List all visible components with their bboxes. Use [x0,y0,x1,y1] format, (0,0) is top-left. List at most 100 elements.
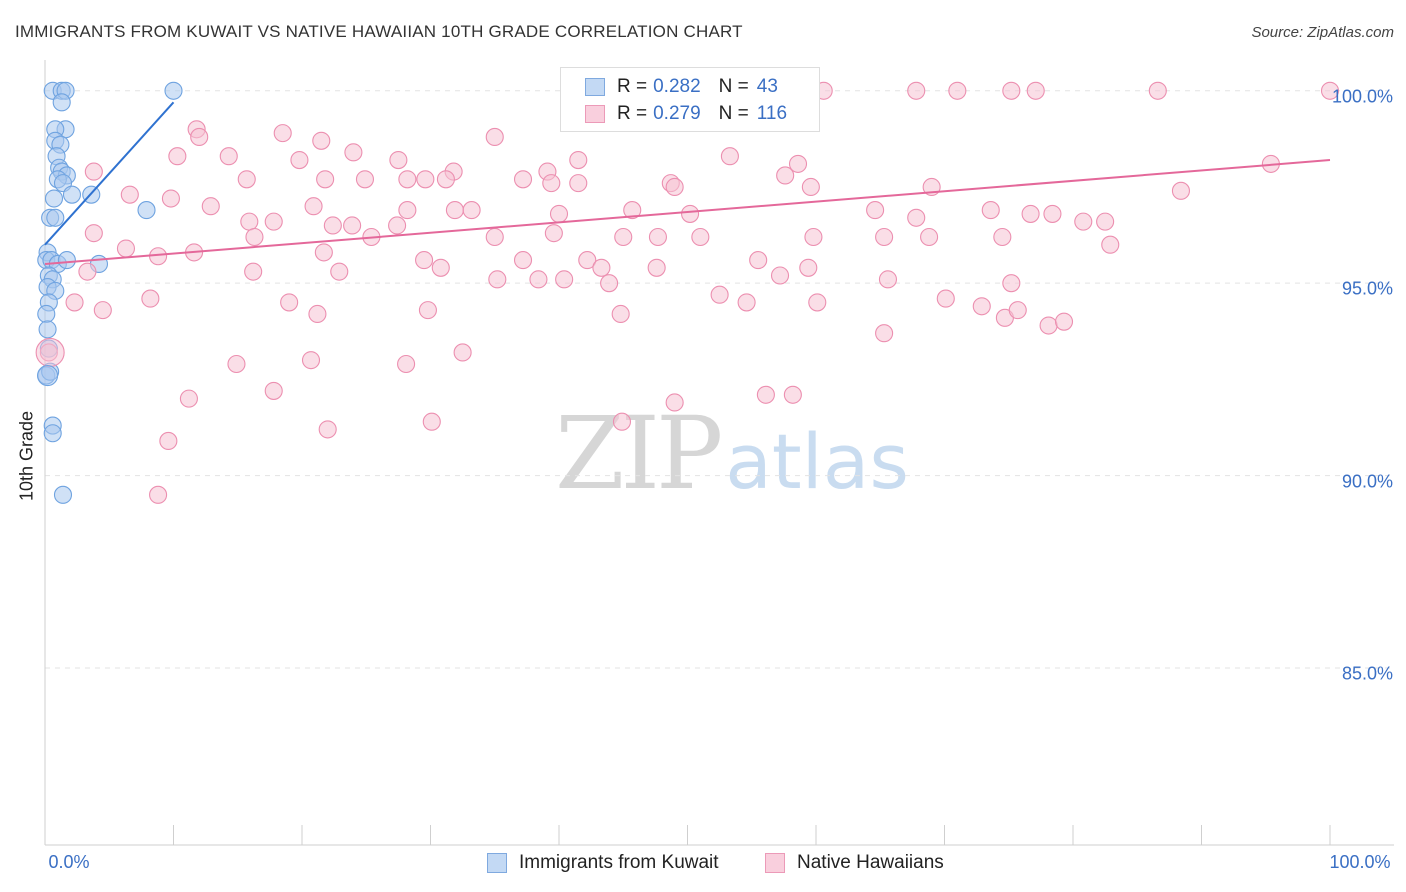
hawaiian-point [1039,316,1058,335]
hawaiian-point [488,270,507,289]
hawaiian-point [431,258,450,277]
hawaiian-point [612,412,632,431]
hawaiian-point [355,170,375,189]
stats-r-value: 0.279 [653,103,701,124]
hawaiian-point [756,385,775,404]
hawaiian-point [1002,81,1021,100]
hawaiian-point [237,170,256,189]
kuwait-point [57,251,76,270]
hawaiian-point [972,297,991,316]
hawaiian-point [201,197,220,216]
kuwait-point [46,208,65,227]
hawaiian-point [936,289,955,308]
hawaiian-point [462,201,481,220]
legend: Immigrants from Kuwait Native Hawaiians [0,852,1406,878]
hawaiian-point [149,485,168,504]
hawaiian-point [389,150,408,170]
kuwait-point [38,320,57,339]
hawaiian-point [1054,312,1074,331]
y-tick-label: 100.0% [1331,86,1393,107]
hawaiian-point [623,201,642,220]
hawaiian-point [35,337,65,368]
legend-hawaiian-label: Native Hawaiians [797,852,944,873]
hawaiian-trend-line [44,159,1331,265]
hawaiian-point [569,174,588,193]
hawaiian-point [245,227,264,247]
chart-title: IMMIGRANTS FROM KUWAIT VS NATIVE HAWAIIA… [15,22,743,41]
hawaiian-point [445,201,464,220]
stats-row-hawaiian: R = 0.279 N = 116 [585,102,787,126]
hawaiian-point [808,293,827,312]
hawaiian-point [416,170,435,189]
hawaiian-point [513,170,533,189]
hawaiian-point [397,354,416,374]
hawaiian-point [875,324,894,343]
hawaiian-point [720,147,739,166]
hawaiian-point [542,174,561,193]
hawaiian-point [330,262,349,281]
kuwait-point [53,485,73,504]
hawaiian-point [737,293,756,312]
hawaiian-point [190,127,209,147]
hawaiian-point [1008,301,1027,320]
hawaiian-point [788,154,808,173]
hawaiian-point [801,177,820,197]
hawaiian-point [1101,235,1120,254]
hawaiian-point [264,212,283,231]
hawaiian-point [875,227,894,247]
kuwait-point [44,189,64,208]
legend-kuwait-swatch [487,853,507,873]
hawaiian-point [65,293,84,312]
kuwait-point [43,424,62,443]
legend-item-hawaiian[interactable]: Native Hawaiians [765,852,944,874]
hawaiian-point [227,354,246,374]
hawaiian-point [1074,212,1093,231]
hawaiian-point [290,150,309,170]
hawaiian-point [1096,212,1115,231]
stats-r-label: R = [617,76,648,97]
hawaiian-point [280,293,299,312]
hawaiian-point [93,301,112,320]
hawaiian-point [323,216,342,235]
hawaiian-point [866,201,885,220]
x-axis [44,60,1394,846]
hawaiian-point [578,251,597,270]
hawaiian-point [749,251,768,270]
hawaiian-point [681,204,700,223]
hawaiian-point [544,224,563,243]
hawaiian-point [1021,204,1040,223]
kuwait-point [37,304,56,324]
hawaiian-point [141,289,160,308]
hawaiian-point [84,224,103,243]
stats-n-value: 43 [756,76,778,97]
hawaiian-point [388,216,407,235]
y-tick-label: 95.0% [1341,278,1393,299]
hawaiian-point [485,127,504,147]
hawaiian-point [1043,204,1062,223]
hawaiian-point [78,262,97,281]
hawaiian-point [453,343,472,362]
hawaiian-point [907,208,926,227]
legend-item-kuwait[interactable]: Immigrants from Kuwait [487,852,719,874]
kuwait-trend-line [44,101,175,246]
hawaiian-point [1320,81,1340,100]
hawaiian-point [240,212,259,231]
hawaiian-point [611,304,630,324]
hawaiian-point [168,147,187,166]
hawaiian-point [344,143,363,162]
hawaiian-point [422,412,441,431]
stats-r-value: 0.282 [653,76,701,97]
hawaiian-point [648,227,667,247]
hawaiian-swatch [585,105,605,123]
kuwait-swatch [585,78,605,96]
hawaiian-point [398,170,417,189]
stats-r-label: R = [617,103,648,124]
hawaiian-point [84,162,103,181]
hawaiian-point [318,420,337,439]
stats-n-value: 116 [756,103,788,124]
kuwait-point [52,93,71,112]
hawaiian-point [804,227,823,247]
hawaiian-point [1171,181,1190,200]
chart-source: Source: ZipAtlas.com [1251,24,1394,41]
y-tick-label: 90.0% [1341,471,1393,492]
